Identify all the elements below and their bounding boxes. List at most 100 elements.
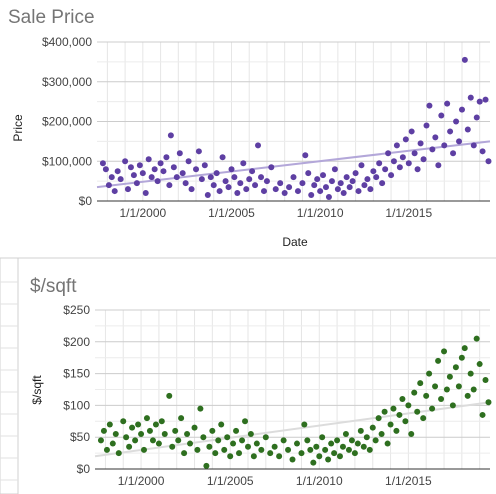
data-point [130,172,137,179]
data-point [249,168,256,175]
data-point [334,186,341,193]
data-point [444,100,451,107]
data-point [331,450,338,457]
data-point [203,462,210,469]
data-point [179,170,186,177]
x-tick-label: 1/1/2015 [385,474,432,488]
data-point [339,443,346,450]
chart-price-per-sqft: $/sqft $0$50$100$150$200$250 1/1/2000 1/1… [30,276,492,488]
data-point [200,434,207,441]
data-point [126,443,133,450]
y-tick-label: $300,000 [42,75,92,89]
x-tick-label: 1/1/2005 [207,474,254,488]
data-point [246,176,253,183]
x-tick-label: 1/1/2000 [118,474,165,488]
data-point [322,446,329,453]
data-point [366,446,373,453]
data-point [435,357,442,364]
data-point [429,146,436,153]
data-point [272,186,279,193]
data-point [277,180,284,187]
data-point [124,186,131,193]
data-point [399,154,406,161]
data-point [149,437,156,444]
data-point [411,389,418,396]
data-point [100,427,107,434]
data-point [209,427,216,434]
chart-sale-price: Sale Price $0 $100,000 $200,000 $300,000 $40… [8,7,492,249]
data-point [355,188,362,195]
data-point [240,160,247,167]
data-point [239,437,246,444]
data-point [313,443,320,450]
data-point [299,180,306,187]
data-point [112,431,119,438]
data-point [127,164,134,171]
data-point [354,440,361,447]
data-point [212,450,219,457]
data-point [231,174,238,181]
data-point [109,440,116,447]
data-point [432,383,439,390]
data-point [97,437,104,444]
data-point [222,178,229,185]
data-point [160,168,167,175]
data-point [258,446,265,453]
data-point [482,96,489,103]
data-point [464,126,471,133]
y-ticks: $0 $100,000 $200,000 $300,000 $400,000 [42,35,92,208]
data-point [305,170,312,177]
data-point [155,440,162,447]
data-point [337,180,344,187]
data-point [182,180,189,187]
x-ticks: 1/1/2000 1/1/2005 1/1/2010 1/1/2015 [118,474,432,488]
data-point [473,335,480,342]
data-point [204,192,211,199]
x-tick-label: 1/1/2010 [296,474,343,488]
data-point [188,186,195,193]
data-point [198,176,205,183]
data-point [250,453,257,460]
data-point [267,450,274,457]
data-point [452,364,459,371]
data-point [328,440,335,447]
data-point [151,166,158,173]
data-point [370,168,377,175]
y-tick-label: $200 [63,335,90,349]
data-point [345,446,352,453]
data-point [245,443,252,450]
data-point [167,132,174,139]
data-point [485,158,492,165]
data-point [154,178,161,185]
data-point [373,174,380,181]
data-point [396,411,403,418]
data-point [322,184,329,191]
data-point [225,184,232,191]
data-point [243,186,250,193]
x-tick-label: 1/1/2010 [297,206,344,220]
data-point [263,178,270,185]
data-point [328,178,335,185]
data-point [443,386,450,393]
grid [95,309,490,470]
data-point [426,370,433,377]
data-point [191,424,198,431]
data-point [99,160,106,167]
data-point [342,431,349,438]
data-point [158,418,165,425]
y-axis-label: Price [11,114,25,142]
x-tick-label: 1/1/2000 [119,206,166,220]
data-point [304,437,311,444]
data-point [129,424,136,431]
data-point [334,437,341,444]
data-point [234,190,241,197]
data-point [361,182,368,189]
data-point [218,421,225,428]
data-point [408,128,415,135]
data-point [281,190,288,197]
x-tick-label: 1/1/2015 [385,206,432,220]
data-point [325,456,332,463]
data-point [414,408,421,415]
data-point [290,174,297,181]
